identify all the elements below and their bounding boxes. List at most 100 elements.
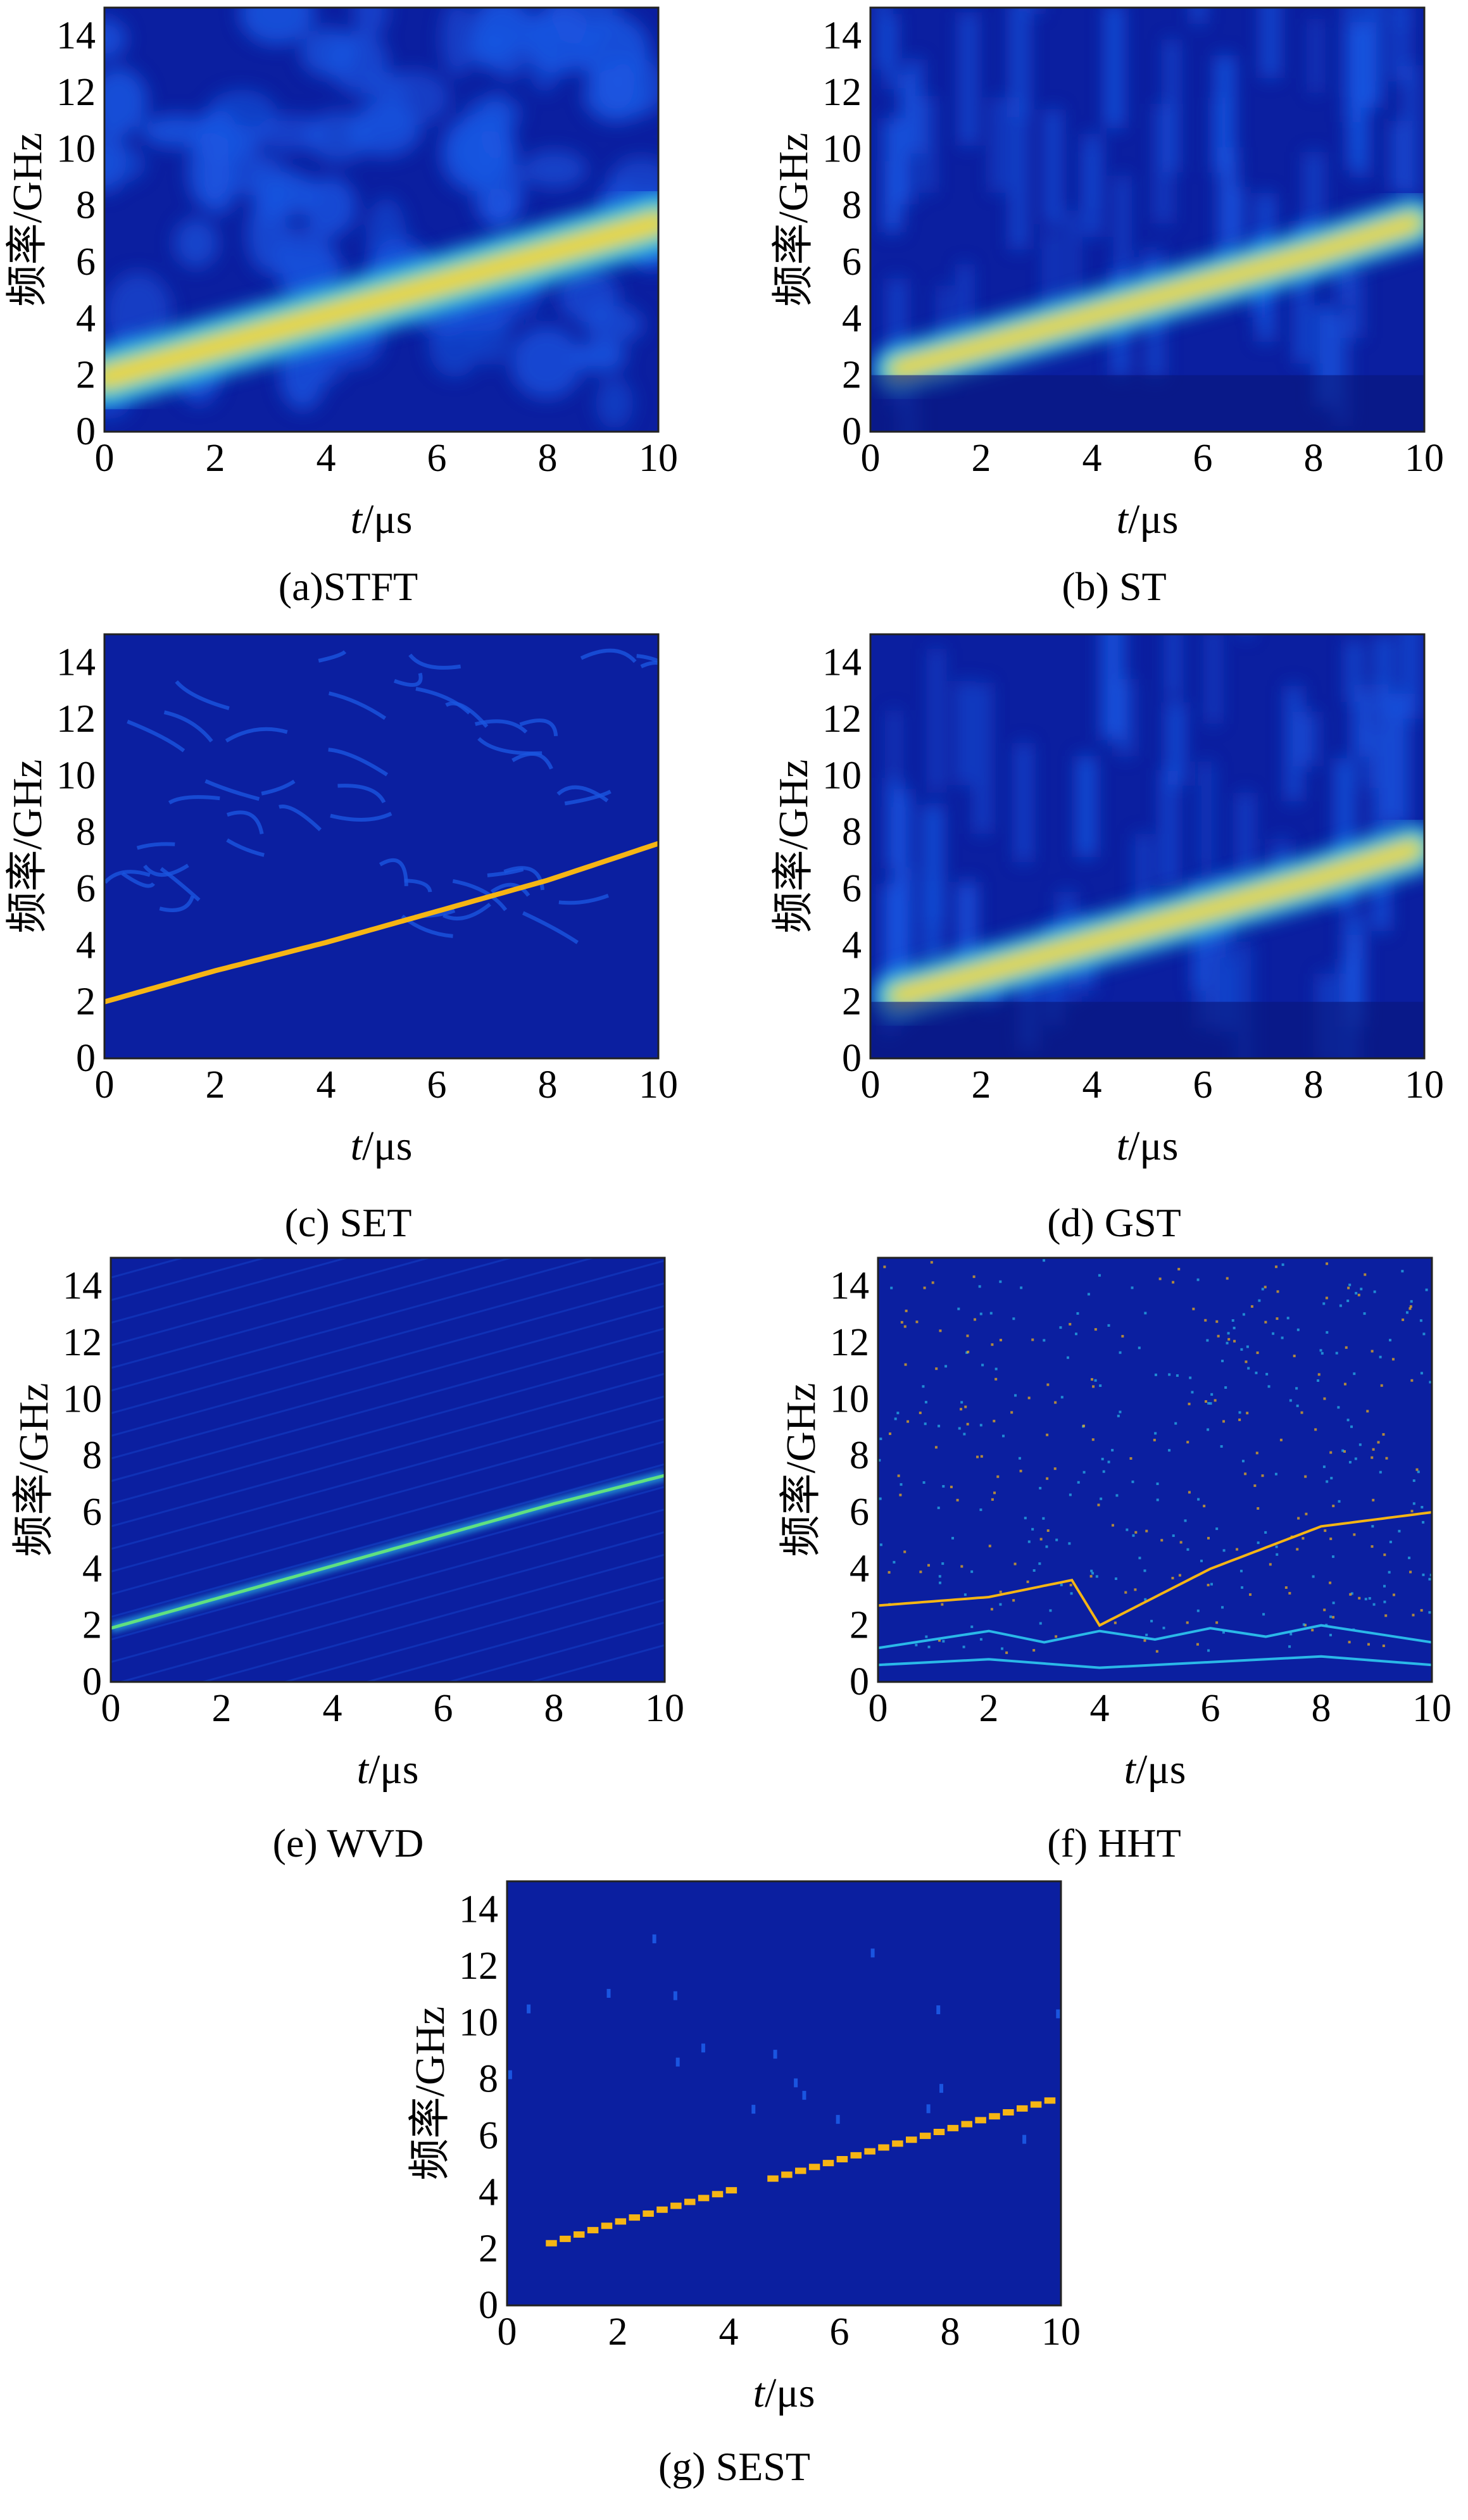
plot-frame xyxy=(869,6,1426,433)
x-axis-label: t/μs xyxy=(351,496,413,542)
x-tick-label: 4 xyxy=(317,437,336,480)
y-axis-label: 频率/GHz xyxy=(4,133,51,307)
y-tick-label: 0 xyxy=(76,410,96,453)
y-tick-label: 6 xyxy=(842,241,862,284)
x-tick-label: 2 xyxy=(979,1687,999,1730)
x-axis-label: t/μs xyxy=(1117,496,1179,542)
spectrogram-image xyxy=(111,1258,665,1682)
x-tick-label: 8 xyxy=(544,1687,564,1730)
panel-e: 0 2 4 6 8 10 0 2 4 6 8 10 12 14 t/μs 频率/GHz xyxy=(6,1250,696,1807)
x-tick-label: 8 xyxy=(1304,1063,1324,1106)
x-axis-label: t/μs xyxy=(357,1746,419,1793)
y-tick-label: 14 xyxy=(56,641,96,684)
y-tick-label: 10 xyxy=(63,1377,102,1420)
caption-b: (b) ST xyxy=(1062,564,1167,609)
y-tick-label: 4 xyxy=(76,924,96,967)
y-tick-label: 12 xyxy=(459,1945,498,1988)
y-tick-label: 4 xyxy=(82,1547,102,1590)
plot-frame xyxy=(877,1257,1433,1683)
energy-ridge xyxy=(872,197,1424,395)
y-tick-label: 14 xyxy=(822,15,862,58)
caption-c: (c) SET xyxy=(284,1200,412,1245)
x-tick-label: 6 xyxy=(1193,1063,1213,1106)
x-axis-label: t/μs xyxy=(753,2370,815,2416)
x-tick-label: 10 xyxy=(1412,1687,1452,1730)
y-tick-label: 0 xyxy=(82,1660,102,1703)
y-tick-label: 12 xyxy=(56,71,96,114)
y-tick-label: 12 xyxy=(822,71,862,114)
y-tick-label: 6 xyxy=(76,241,96,284)
y-axis-label: 频率/GHz xyxy=(407,2007,453,2181)
energy-ridge xyxy=(111,1470,665,1633)
energy-ridge xyxy=(878,1511,1432,1669)
y-tick-label: 10 xyxy=(56,127,96,170)
y-tick-label: 6 xyxy=(76,867,96,910)
spectrogram-image xyxy=(878,1258,1432,1682)
x-tick-label: 0 xyxy=(861,437,881,480)
y-tick-label: 12 xyxy=(830,1321,869,1364)
plot-background xyxy=(878,1258,1432,1682)
plot-frame xyxy=(869,633,1426,1060)
x-tick-label: 0 xyxy=(101,1687,121,1730)
x-tick-label: 10 xyxy=(1405,1063,1444,1106)
y-tick-label: 10 xyxy=(459,2001,498,2044)
y-tick-label: 8 xyxy=(842,811,862,854)
x-tick-label: 4 xyxy=(317,1063,336,1106)
y-tick-label: 6 xyxy=(479,2114,498,2157)
x-tick-label: 8 xyxy=(1312,1687,1331,1730)
panel-g: 0 2 4 6 8 10 0 2 4 6 8 10 12 14 t/μs 频率/GHz xyxy=(403,1874,1093,2431)
y-tick-label: 12 xyxy=(63,1321,102,1364)
x-tick-label: 4 xyxy=(1090,1687,1110,1730)
x-tick-label: 10 xyxy=(1405,437,1444,480)
y-tick-label: 6 xyxy=(82,1491,102,1534)
y-tick-label: 4 xyxy=(842,924,862,967)
x-tick-label: 0 xyxy=(861,1063,881,1106)
y-axis-label: 频率/GHz xyxy=(770,760,817,934)
y-tick-label: 0 xyxy=(850,1660,869,1703)
x-tick-label: 4 xyxy=(1082,1063,1102,1106)
energy-ridge xyxy=(872,824,1424,1022)
y-tick-label: 12 xyxy=(56,698,96,741)
y-tick-label: 6 xyxy=(850,1491,869,1534)
plot-background xyxy=(111,1258,665,1682)
spectrogram-image xyxy=(104,8,658,432)
y-tick-label: 8 xyxy=(842,184,862,227)
plot-frame xyxy=(103,633,660,1060)
y-tick-label: 10 xyxy=(830,1377,869,1420)
y-tick-label: 14 xyxy=(63,1265,102,1308)
y-tick-label: 10 xyxy=(56,754,96,797)
x-axis-label: t/μs xyxy=(1117,1123,1179,1169)
background-texture xyxy=(111,1258,665,1682)
y-axis-label: 频率/GHz xyxy=(778,1383,824,1557)
energy-ridge xyxy=(104,841,658,1005)
x-tick-label: 4 xyxy=(323,1687,342,1730)
y-axis-label: 频率/GHz xyxy=(11,1383,57,1557)
spectrogram-image xyxy=(870,634,1424,1058)
plot-frame xyxy=(110,1257,666,1683)
x-tick-label: 6 xyxy=(1193,437,1213,480)
x-tick-label: 8 xyxy=(1304,437,1324,480)
y-tick-label: 14 xyxy=(830,1265,869,1308)
x-tick-label: 8 xyxy=(941,2310,960,2354)
y-tick-label: 2 xyxy=(82,1604,102,1647)
x-tick-label: 6 xyxy=(427,437,447,480)
x-tick-label: 0 xyxy=(95,1063,115,1106)
y-tick-label: 8 xyxy=(76,811,96,854)
panel-c: 0 2 4 6 8 10 0 2 4 6 8 10 12 14 t/μs 频率/GHz xyxy=(0,627,690,1184)
y-tick-label: 4 xyxy=(76,297,96,340)
y-axis-label: 频率/GHz xyxy=(770,133,817,307)
y-tick-label: 2 xyxy=(479,2228,498,2271)
x-tick-label: 6 xyxy=(1201,1687,1220,1730)
y-axis-label: 频率/GHz xyxy=(4,760,51,934)
energy-ridge xyxy=(104,192,658,408)
y-tick-label: 2 xyxy=(850,1604,869,1647)
x-tick-label: 10 xyxy=(639,1063,678,1106)
x-tick-label: 2 xyxy=(206,1063,225,1106)
y-tick-label: 10 xyxy=(822,754,862,797)
x-tick-label: 6 xyxy=(434,1687,453,1730)
